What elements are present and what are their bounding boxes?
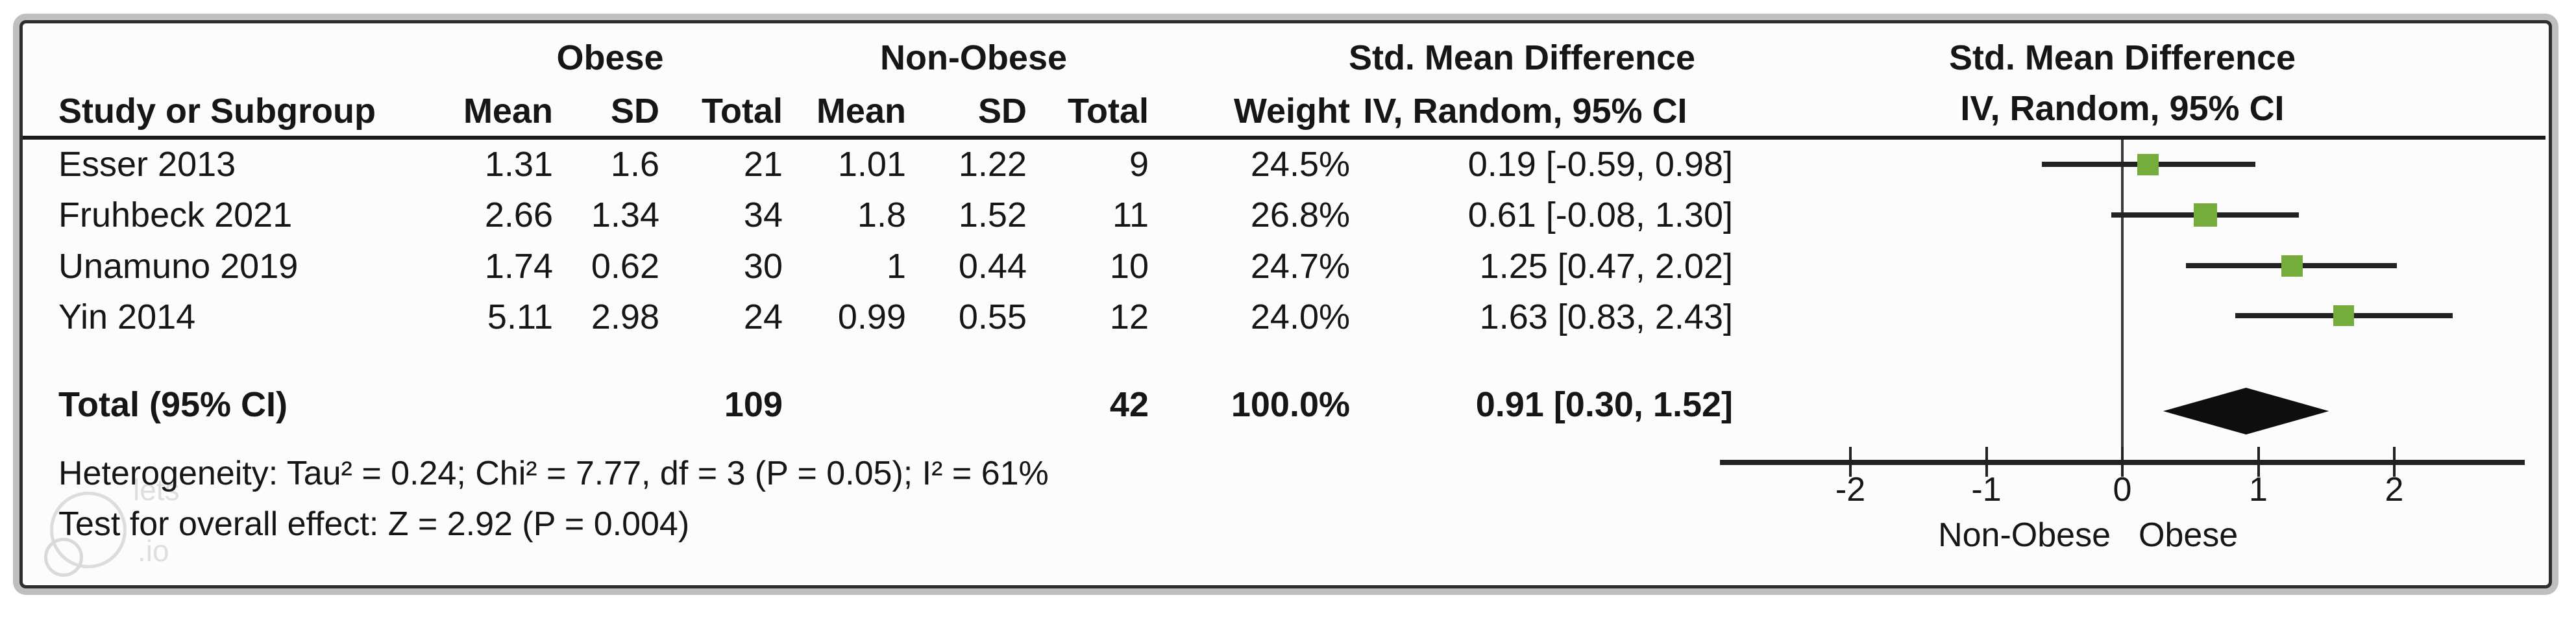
header-separator-line — [23, 136, 2545, 140]
total-row: Total (95% CI) 109 42 100.0% 0.91 [0.30,… — [0, 384, 2576, 425]
effect-square — [2281, 255, 2303, 277]
total-nonobese: 11 — [1112, 195, 1149, 234]
column-header-study: Study or Subgroup — [58, 92, 376, 131]
axis-tick-label: 1 — [2249, 471, 2268, 509]
mean-obese: 1.31 — [484, 145, 553, 184]
sd-obese: 2.98 — [591, 297, 659, 336]
sd-nonobese: 0.44 — [958, 247, 1027, 286]
heterogeneity-stats: Heterogeneity: Tau² = 0.24; Chi² = 7.77,… — [58, 455, 1049, 492]
column-header-weight: Weight — [1234, 92, 1350, 131]
effect-square — [2193, 203, 2217, 227]
column-header-total-obese: Total — [702, 92, 783, 131]
figure-frame — [19, 20, 2552, 588]
sd-obese: 0.62 — [591, 247, 659, 286]
total-weight: 100.0% — [1231, 385, 1350, 424]
smd-ci: 0.61 [-0.08, 1.30] — [1467, 195, 1733, 234]
study-name: Fruhbeck 2021 — [58, 195, 293, 234]
watermark-text-1: lets — [133, 473, 180, 507]
smd-ci: 1.25 [0.47, 2.02] — [1479, 247, 1733, 286]
column-header-mean-nonobese: Mean — [816, 92, 906, 131]
axis-tick-label: 2 — [2385, 471, 2404, 509]
weight: 24.7% — [1250, 247, 1350, 286]
smd-ci: 1.63 [0.83, 2.43] — [1479, 297, 1733, 336]
effect-square — [2333, 305, 2355, 326]
mean-nonobese: 0.99 — [837, 297, 906, 336]
axis-tick — [2257, 447, 2260, 477]
axis-tick — [1849, 447, 1852, 477]
mean-obese: 5.11 — [487, 297, 553, 336]
axis-tick — [2121, 447, 2124, 477]
sd-nonobese: 1.22 — [958, 145, 1027, 184]
zero-reference-line — [2121, 140, 2124, 462]
plot-header-ci: IV, Random, 95% CI — [1960, 89, 2285, 128]
column-header-ci-text: IV, Random, 95% CI — [1363, 92, 1687, 131]
total-obese: 21 — [743, 145, 783, 184]
sd-obese: 1.6 — [610, 145, 659, 184]
axis-tick-label: 0 — [2113, 471, 2132, 509]
total-obese-n: 109 — [724, 385, 783, 424]
mean-nonobese: 1.01 — [837, 145, 906, 184]
column-header-sd-obese: SD — [610, 92, 659, 131]
mean-obese: 2.66 — [484, 195, 553, 234]
column-header-sd-nonobese: SD — [977, 92, 1027, 131]
column-header-total-nonobese: Total — [1068, 92, 1149, 131]
table-row: Unamuno 2019 1.74 0.62 30 1 0.44 10 24.7… — [0, 246, 2576, 287]
group-header-non-obese: Non-Obese — [879, 38, 1068, 77]
watermark-circle-small — [44, 538, 83, 577]
axis-tick — [1985, 447, 1988, 477]
weight: 26.8% — [1250, 195, 1350, 234]
table-row: Esser 2013 1.31 1.6 21 1.01 1.22 9 24.5%… — [0, 144, 2576, 185]
plot-header-smd: Std. Mean Difference — [1948, 38, 2296, 77]
mean-nonobese: 1 — [886, 247, 906, 286]
total-nonobese: 12 — [1109, 297, 1149, 336]
group-header-obese: Obese — [556, 38, 664, 77]
column-header-mean-obese: Mean — [463, 92, 553, 131]
total-obese: 24 — [743, 297, 783, 336]
axis-tick-label: -2 — [1835, 471, 1866, 509]
watermark-circle-large — [50, 492, 127, 568]
overall-effect-stats: Test for overall effect: Z = 2.92 (P = 0… — [58, 505, 690, 543]
effect-square — [2137, 153, 2159, 175]
total-label: Total (95% CI) — [58, 385, 288, 424]
total-nonobese: 10 — [1109, 247, 1149, 286]
smd-ci: 0.19 [-0.59, 0.98] — [1467, 145, 1733, 184]
direction-label-right: Obese — [2139, 516, 2239, 554]
axis-tick — [2393, 447, 2396, 477]
study-name: Esser 2013 — [58, 145, 236, 184]
total-smd-ci: 0.91 [0.30, 1.52] — [1475, 385, 1733, 424]
table-row: Yin 2014 5.11 2.98 24 0.99 0.55 12 24.0%… — [0, 296, 2576, 338]
table-row: Fruhbeck 2021 2.66 1.34 34 1.8 1.52 11 2… — [0, 194, 2576, 236]
total-obese: 34 — [743, 195, 783, 234]
mean-nonobese: 1.8 — [857, 195, 906, 234]
sd-nonobese: 0.55 — [958, 297, 1027, 336]
total-obese: 30 — [743, 247, 783, 286]
weight: 24.5% — [1250, 145, 1350, 184]
sd-nonobese: 1.52 — [958, 195, 1027, 234]
watermark-text-2: .io — [138, 534, 169, 568]
direction-label-left: Non-Obese — [1938, 516, 2111, 554]
weight: 24.0% — [1250, 297, 1350, 336]
total-nonobese-n: 42 — [1109, 385, 1149, 424]
study-name: Unamuno 2019 — [58, 247, 299, 286]
mean-obese: 1.74 — [484, 247, 553, 286]
sd-obese: 1.34 — [591, 195, 659, 234]
pooled-diamond — [2163, 388, 2329, 434]
axis-tick-label: -1 — [1971, 471, 2002, 509]
study-name: Yin 2014 — [58, 297, 196, 336]
column-header-smd-text: Std. Mean Difference — [1348, 38, 1696, 77]
total-nonobese: 9 — [1129, 145, 1149, 184]
